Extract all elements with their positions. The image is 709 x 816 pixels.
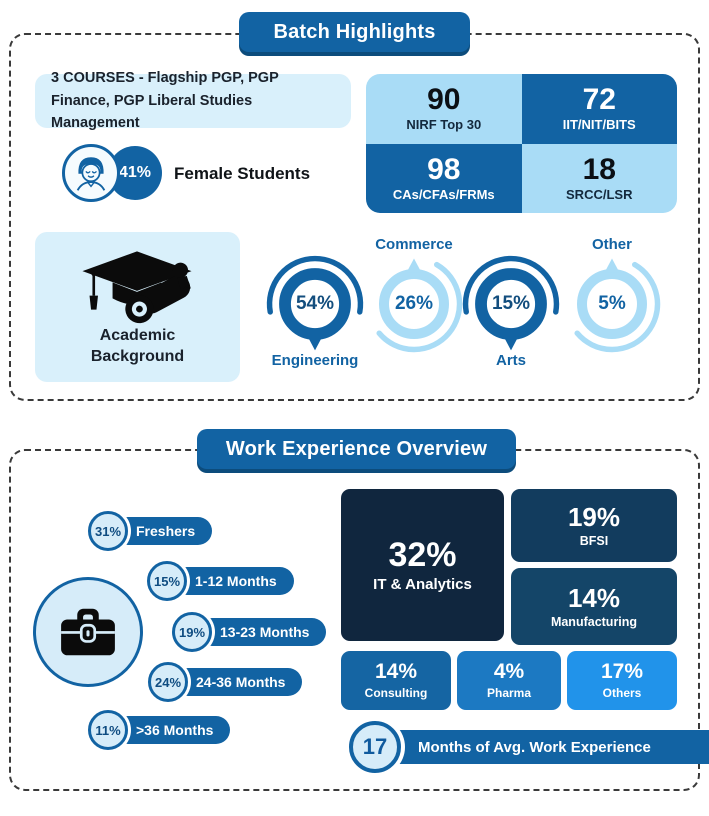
pill-13-23-pct: 19%: [172, 612, 212, 652]
pill-gt36: 11% >36 Months: [88, 710, 231, 750]
donut-arts: 15%: [461, 252, 561, 356]
work-experience-title: Work Experience Overview: [197, 429, 516, 469]
pill-freshers-pct: 31%: [88, 511, 128, 551]
pill-13-23-label: 13-23 Months: [198, 618, 327, 646]
treemap-pharma-pct: 4%: [493, 660, 525, 683]
stat-srcc-value: 18: [582, 152, 616, 186]
donut-other-ring: [574, 258, 661, 353]
donut-engineering: 54%: [265, 252, 365, 356]
stats-grid: 90 NIRF Top 30 72 IIT/NIT/BITS 98 CAs/CF…: [366, 74, 677, 213]
donut-arts-label: Arts: [495, 352, 526, 369]
female-students-label: Female Students: [174, 164, 311, 183]
pill-1-12-label: 1-12 Months: [173, 567, 294, 595]
academic-background-box: Academic Background: [35, 232, 240, 382]
pill-24-36: 24% 24-36 Months: [148, 662, 303, 702]
stat-nirf-label: NIRF Top 30: [406, 117, 482, 133]
donut-commerce: 26%: [364, 252, 464, 356]
donut-engineering-pct: 54%: [295, 293, 335, 314]
stat-iit-label: IIT/NIT/BITS: [562, 117, 636, 133]
treemap-manufacturing: 14% Manufacturing: [511, 568, 677, 645]
work-experience-title-text: Work Experience Overview: [225, 437, 488, 460]
donut-engineering-label: Engineering: [271, 352, 359, 369]
pill-freshers-label: Freshers: [114, 517, 213, 545]
treemap-it-analytics-pct: 32%: [388, 535, 457, 574]
treemap-manufacturing-pct: 14%: [567, 582, 621, 613]
treemap-it-analytics-label: IT & Analytics: [373, 575, 472, 593]
avg-experience-bar: Months of Avg. Work Experience: [372, 730, 709, 764]
stat-ca: 98 CAs/CFAs/FRMs: [366, 143, 522, 213]
treemap-bfsi-pct: 19%: [567, 501, 621, 532]
stat-srcc-label: SRCC/LSR: [566, 186, 633, 202]
donut-other-label: Other: [591, 236, 632, 253]
treemap-it-analytics: 32% IT & Analytics: [341, 489, 504, 641]
pill-gt36-pct: 11%: [88, 710, 128, 750]
donut-arts-ring: [462, 255, 560, 351]
donut-arts-pct: 15%: [491, 293, 531, 314]
treemap-pharma-label: Pharma: [486, 686, 532, 700]
pill-13-23: 19% 13-23 Months: [172, 612, 327, 652]
treemap-consulting-label: Consulting: [364, 686, 428, 700]
donut-engineering-ring: [266, 255, 364, 351]
avg-experience-label: Months of Avg. Work Experience: [418, 738, 651, 756]
donut-commerce-label: Commerce: [375, 236, 453, 253]
batch-highlights-title: Batch Highlights: [239, 12, 470, 52]
graduation-cap-icon: [82, 251, 192, 324]
treemap-bfsi: 19% BFSI: [511, 489, 677, 562]
female-face-icon: [76, 157, 106, 191]
stat-iit-value: 72: [582, 83, 616, 117]
treemap-others: 17% Others: [567, 651, 677, 710]
donut-commerce-ring: [376, 258, 463, 353]
pill-freshers: 31% Freshers: [88, 511, 213, 551]
female-students-pct-text: 41%: [118, 164, 152, 181]
pill-gt36-label: >36 Months: [114, 716, 231, 744]
donut-other-pct: 5%: [598, 293, 626, 314]
female-student-icon: [62, 144, 120, 202]
courses-box: 3 COURSES - Flagship PGP, PGP Finance, P…: [35, 70, 351, 131]
pill-1-12: 15% 1-12 Months: [147, 561, 294, 601]
donut-commerce-pct: 26%: [394, 293, 434, 314]
academic-background-label: Academic Background: [90, 326, 185, 366]
stat-nirf-value: 90: [427, 83, 461, 117]
avg-experience-value: 17: [362, 734, 388, 759]
pill-24-36-label: 24-36 Months: [174, 668, 303, 696]
batch-highlights-title-text: Batch Highlights: [273, 20, 436, 43]
donut-other: 5%: [562, 252, 662, 356]
pill-1-12-pct: 15%: [147, 561, 187, 601]
avg-experience-value-circle: 17: [349, 721, 401, 773]
briefcase-icon: [61, 608, 115, 656]
treemap-pharma: 4% Pharma: [457, 651, 561, 710]
treemap-consulting: 14% Consulting: [341, 651, 451, 710]
stat-iit: 72 IIT/NIT/BITS: [521, 74, 677, 144]
courses-text: 3 COURSES - Flagship PGP, PGP Finance, P…: [51, 70, 279, 132]
treemap-others-pct: 17%: [600, 660, 644, 683]
briefcase-circle: [33, 577, 143, 687]
treemap-others-label: Others: [602, 686, 642, 700]
stat-ca-label: CAs/CFAs/FRMs: [392, 186, 495, 202]
pill-24-36-pct: 24%: [148, 662, 188, 702]
stat-nirf: 90 NIRF Top 30: [366, 74, 522, 144]
stat-srcc: 18 SRCC/LSR: [521, 143, 677, 213]
treemap-manufacturing-label: Manufacturing: [550, 614, 638, 629]
stat-ca-value: 98: [427, 152, 461, 186]
treemap-consulting-pct: 14%: [374, 660, 418, 683]
treemap-bfsi-label: BFSI: [579, 533, 609, 548]
